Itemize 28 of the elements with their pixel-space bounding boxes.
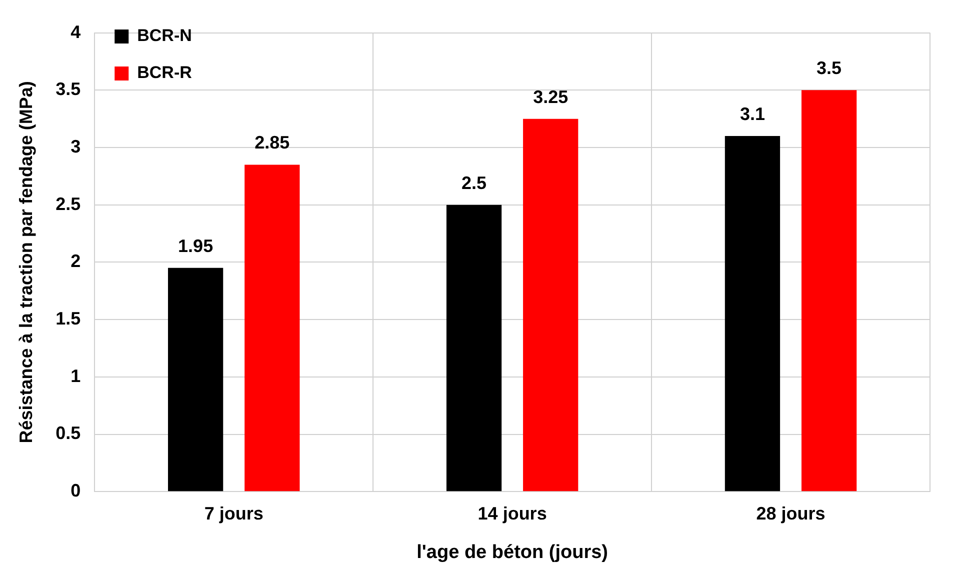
data-label: 2.85: [254, 132, 290, 153]
y-tick-label: 3.5: [56, 79, 81, 100]
bar: [168, 268, 224, 492]
y-tick-label: 4: [70, 22, 81, 42]
data-label: 1.95: [178, 236, 214, 256]
y-tick-label: 3: [70, 136, 81, 156]
x-axis-title: l'age de béton (jours): [416, 542, 608, 563]
legend-label: BCR-N: [137, 26, 192, 46]
x-tick-label: 7 jours: [204, 503, 264, 524]
bar: [724, 136, 780, 492]
y-tick-label: 0.5: [56, 423, 81, 444]
y-axis-title: Résistance à la traction par fendage (MPa): [16, 81, 36, 444]
data-label: 3.1: [740, 104, 765, 124]
y-tick-label: 0: [70, 480, 81, 501]
y-tick-label: 1: [70, 366, 81, 386]
bar: [801, 90, 857, 492]
x-tick-label: 28 jours: [756, 503, 826, 524]
bar: [446, 204, 502, 492]
legend-label: BCR-R: [137, 63, 192, 82]
data-label: 3.5: [816, 58, 842, 78]
bar: [523, 118, 578, 492]
data-label: 2.5: [462, 172, 487, 193]
bar: [244, 164, 300, 492]
y-tick-label: 1.5: [56, 308, 81, 329]
data-label: 3.25: [533, 86, 568, 107]
y-tick-label: 2: [70, 251, 81, 272]
x-tick-label: 14 jours: [478, 503, 547, 524]
y-tick-label: 2.5: [56, 194, 81, 214]
